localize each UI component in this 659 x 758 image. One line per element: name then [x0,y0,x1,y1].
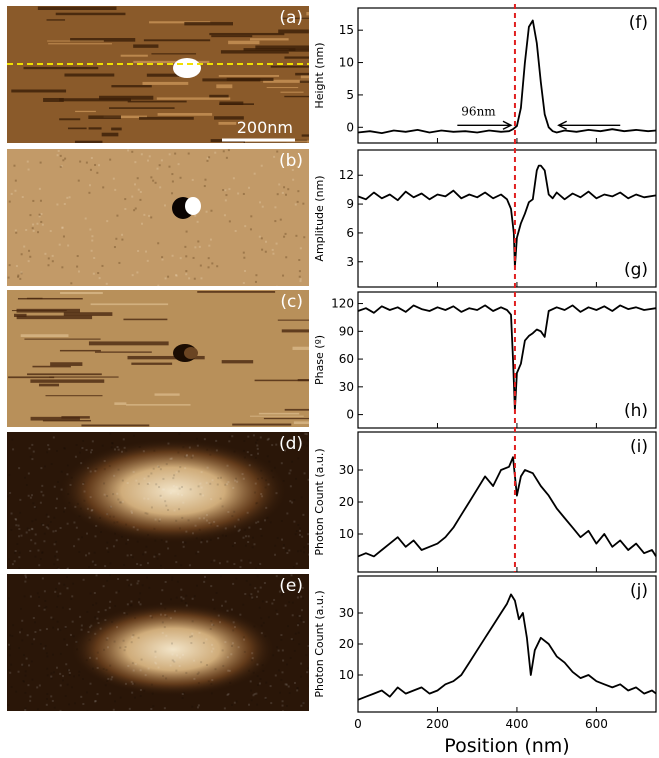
ylabel-h: Phase (º) [313,335,326,385]
scale-bar-label: 200nm [236,118,293,137]
ytick-label-h-0: 0 [346,408,354,422]
image-panel-c-picture [7,290,309,427]
plot-frame-f [357,7,657,144]
ytick-label-g-0: 3 [346,255,354,269]
image-label-e: (e) [279,576,303,596]
image-panel-c: (c) [7,290,309,427]
ytick-label-f-3: 15 [339,23,354,37]
plot-label-h: (h) [624,401,648,421]
ylabel-f: Height (nm) [313,42,326,108]
image-panel-e-picture [7,574,309,711]
series-line-i-0 [357,456,657,558]
image-label-d: (d) [278,434,303,454]
image-panel-a-picture [7,6,309,143]
ytick-label-g-3: 12 [339,168,354,182]
ylabel-j: Photon Count (a.u.) [313,590,326,697]
series-line-f-0 [357,19,657,134]
plot-frame-h [357,291,657,429]
xtick-label-1: 200 [426,717,449,731]
ytick-label-j-2: 30 [339,606,354,620]
image-label-c: (c) [280,292,303,312]
series-line-j-0 [357,593,657,701]
plot-label-j: (j) [630,581,648,601]
image-label-b: (b) [278,151,303,171]
ytick-label-h-3: 90 [339,324,354,338]
ytick-label-j-1: 20 [339,637,354,651]
image-panel-a: (a) 200nm [7,6,309,143]
ylabel-i: Photon Count (a.u.) [313,448,326,555]
ytick-label-i-2: 30 [339,463,354,477]
ytick-label-j-0: 10 [339,668,354,682]
image-panel-d: (d) [7,432,309,569]
ylabel-g: Amplitude (nm) [313,175,326,261]
ytick-label-i-1: 20 [339,495,354,509]
annotation-arrow-right [557,120,621,130]
afm-image-column: (a) 200nm (b) (c) (d) (e) [0,0,310,720]
ytick-label-i-0: 10 [339,527,354,541]
xtick-label-2: 400 [505,717,528,731]
xtick-label-0: 0 [354,717,362,731]
image-label-a: (a) [279,8,303,28]
annotation-arrow-left [457,120,513,130]
ytick-label-h-2: 60 [339,352,354,366]
ytick-label-f-2: 10 [339,56,354,70]
line-profile-plots: 0 5 10 15 Height (nm) (f) 96nm 3 6 9 12 Amplitude (… [310,0,659,758]
image-panel-e: (e) [7,574,309,711]
image-panel-d-picture [7,432,309,569]
ytick-label-g-1: 6 [346,226,354,240]
ytick-label-h-1: 30 [339,380,354,394]
ytick-label-h-4: 120 [331,297,354,311]
image-panel-b: (b) [7,149,309,286]
series-line-h-0 [357,304,657,411]
plot-label-g: (g) [624,260,648,280]
ytick-label-g-2: 9 [346,197,354,211]
series-line-g-0 [357,164,657,268]
xtick-label-3: 600 [585,717,608,731]
ytick-label-f-1: 5 [346,88,354,102]
image-panel-b-picture [7,149,309,286]
plot-frame-g [357,149,657,288]
ytick-label-f-0: 0 [346,120,354,134]
plot-label-f: (f) [629,13,648,33]
plot-frame-i [357,431,657,573]
profile-chart-svg: 0 5 10 15 Height (nm) (f) 96nm 3 6 9 12 Amplitude (… [313,4,657,757]
x-axis-label: Position (nm) [444,735,569,757]
plot-label-i: (i) [630,437,648,457]
annotation-text: 96nm [461,104,496,118]
